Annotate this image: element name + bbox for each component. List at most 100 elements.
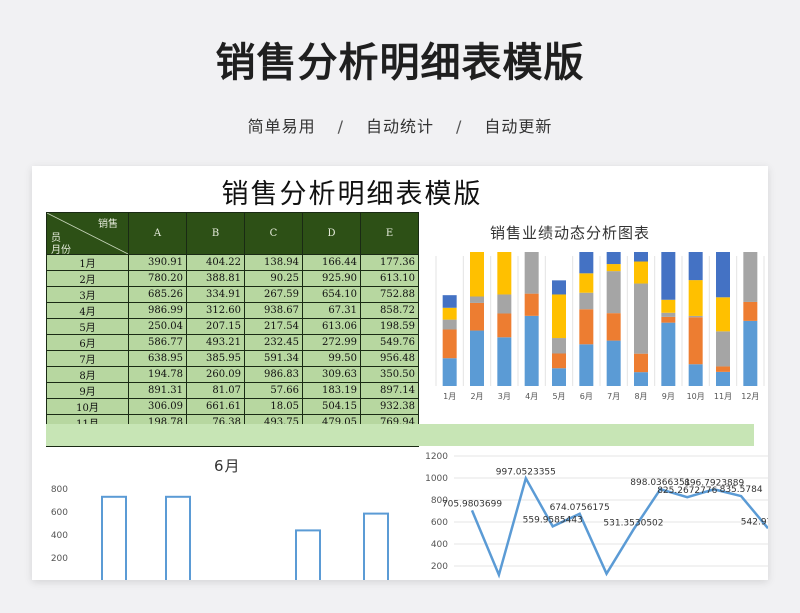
bar [363,512,389,580]
value-cell[interactable]: 166.44 [302,254,361,271]
page-title: 销售分析明细表模版 [215,40,585,86]
y-tick-label: 800 [431,496,448,506]
value-cell[interactable]: 388.81 [186,270,245,287]
corner-diagonal [47,213,128,254]
value-cell[interactable]: 306.09 [128,398,187,415]
y-tick-label: 1200 [425,452,448,462]
separator-band [46,424,754,446]
column-header: E [360,212,419,255]
value-cell[interactable]: 986.99 [128,302,187,319]
value-cell[interactable]: 956.48 [360,350,419,367]
data-label: 542.972691 [741,517,768,527]
value-cell[interactable]: 504.15 [302,398,361,415]
table-header-row: 销售 员 月份 A B C D E [46,212,419,256]
data-label: 835.5784 [720,485,763,495]
value-cell[interactable]: 90.25 [244,270,303,287]
tagline: 简单易用 / 自动统计 / 自动更新 [0,113,800,137]
bar-segment [661,322,676,386]
value-cell[interactable]: 99.50 [302,350,361,367]
month-cell[interactable]: 5月 [46,318,129,335]
month-cell[interactable]: 7月 [46,350,129,367]
separator: / [456,117,463,136]
value-cell[interactable]: 385.95 [186,350,245,367]
stacked-chart-title: 销售业绩动态分析图表 [490,224,651,242]
value-cell[interactable]: 613.06 [302,318,361,335]
value-cell[interactable]: 685.26 [128,286,187,303]
value-cell[interactable]: 350.50 [360,366,419,383]
value-cell[interactable]: 661.61 [186,398,245,415]
y-tick-label: 600 [51,508,68,518]
value-cell[interactable]: 986.83 [244,366,303,383]
value-cell[interactable]: 250.04 [128,318,187,335]
bar-segment [716,331,730,367]
tag-auto-stats: 自动统计 [365,117,434,136]
bar-segment [606,313,621,341]
bar-segment [688,315,703,318]
value-cell[interactable]: 67.31 [302,302,361,319]
value-cell[interactable]: 57.66 [244,382,303,399]
value-cell[interactable]: 232.45 [244,334,303,351]
bar-segment [470,330,484,386]
bar-segment [688,252,703,281]
value-cell[interactable]: 312.60 [186,302,245,319]
bar-segment [552,294,566,339]
value-cell[interactable]: 638.95 [128,350,187,367]
value-cell[interactable]: 267.59 [244,286,303,303]
table-row: 4月 986.99 312.60 938.67 67.31 858.72 [46,302,419,319]
value-cell[interactable]: 858.72 [360,302,419,319]
value-cell[interactable]: 549.76 [360,334,419,351]
value-cell[interactable]: 217.54 [244,318,303,335]
month-cell[interactable]: 1月 [46,254,129,271]
value-cell[interactable]: 183.19 [302,382,361,399]
category-label: 8月 [634,392,647,401]
column-header: C [244,212,303,255]
value-cell[interactable]: 272.99 [302,334,361,351]
value-cell[interactable]: 891.31 [128,382,187,399]
bar-segment [743,320,758,386]
value-cell[interactable]: 493.21 [186,334,245,351]
value-cell[interactable]: 260.09 [186,366,245,383]
bar-segment [661,312,676,317]
data-label: 705.9803699 [442,499,502,509]
bar-segment [579,292,594,310]
value-cell[interactable]: 404.22 [186,254,245,271]
june-chart-title: 6月 [214,457,241,475]
table-row: 1月 390.91 404.22 138.94 166.44 177.36 [46,254,419,271]
value-cell[interactable]: 81.07 [186,382,245,399]
value-cell[interactable]: 938.67 [244,302,303,319]
month-cell[interactable]: 4月 [46,302,129,319]
month-cell[interactable]: 9月 [46,382,129,399]
value-cell[interactable]: 897.14 [360,382,419,399]
value-cell[interactable]: 18.05 [244,398,303,415]
month-cell[interactable]: 10月 [46,398,129,415]
value-cell[interactable]: 207.15 [186,318,245,335]
bar-segment [497,252,512,295]
value-cell[interactable]: 334.91 [186,286,245,303]
value-cell[interactable]: 613.10 [360,270,419,287]
corner-cell: 销售 员 月份 [46,212,129,256]
value-cell[interactable]: 752.88 [360,286,419,303]
bar-segment [470,302,484,331]
month-cell[interactable]: 6月 [46,334,129,351]
value-cell[interactable]: 586.77 [128,334,187,351]
value-cell[interactable]: 194.78 [128,366,187,383]
value-cell[interactable]: 390.91 [128,254,187,271]
month-cell[interactable]: 2月 [46,270,129,287]
separator: / [337,117,344,136]
value-cell[interactable]: 925.90 [302,270,361,287]
value-cell[interactable]: 177.36 [360,254,419,271]
value-cell[interactable]: 780.20 [128,270,187,287]
value-cell[interactable]: 591.34 [244,350,303,367]
y-tick-label: 400 [51,531,68,541]
month-cell[interactable]: 8月 [46,366,129,383]
value-cell[interactable]: 932.38 [360,398,419,415]
bar-segment [634,353,648,373]
bar-segment [634,252,648,262]
value-cell[interactable]: 138.94 [244,254,303,271]
value-cell[interactable]: 198.59 [360,318,419,335]
table-row: 2月 780.20 388.81 90.25 925.90 613.10 [46,270,419,287]
bar-segment [716,371,730,386]
value-cell[interactable]: 654.10 [302,286,361,303]
month-cell[interactable]: 3月 [46,286,129,303]
value-cell[interactable]: 309.63 [302,366,361,383]
